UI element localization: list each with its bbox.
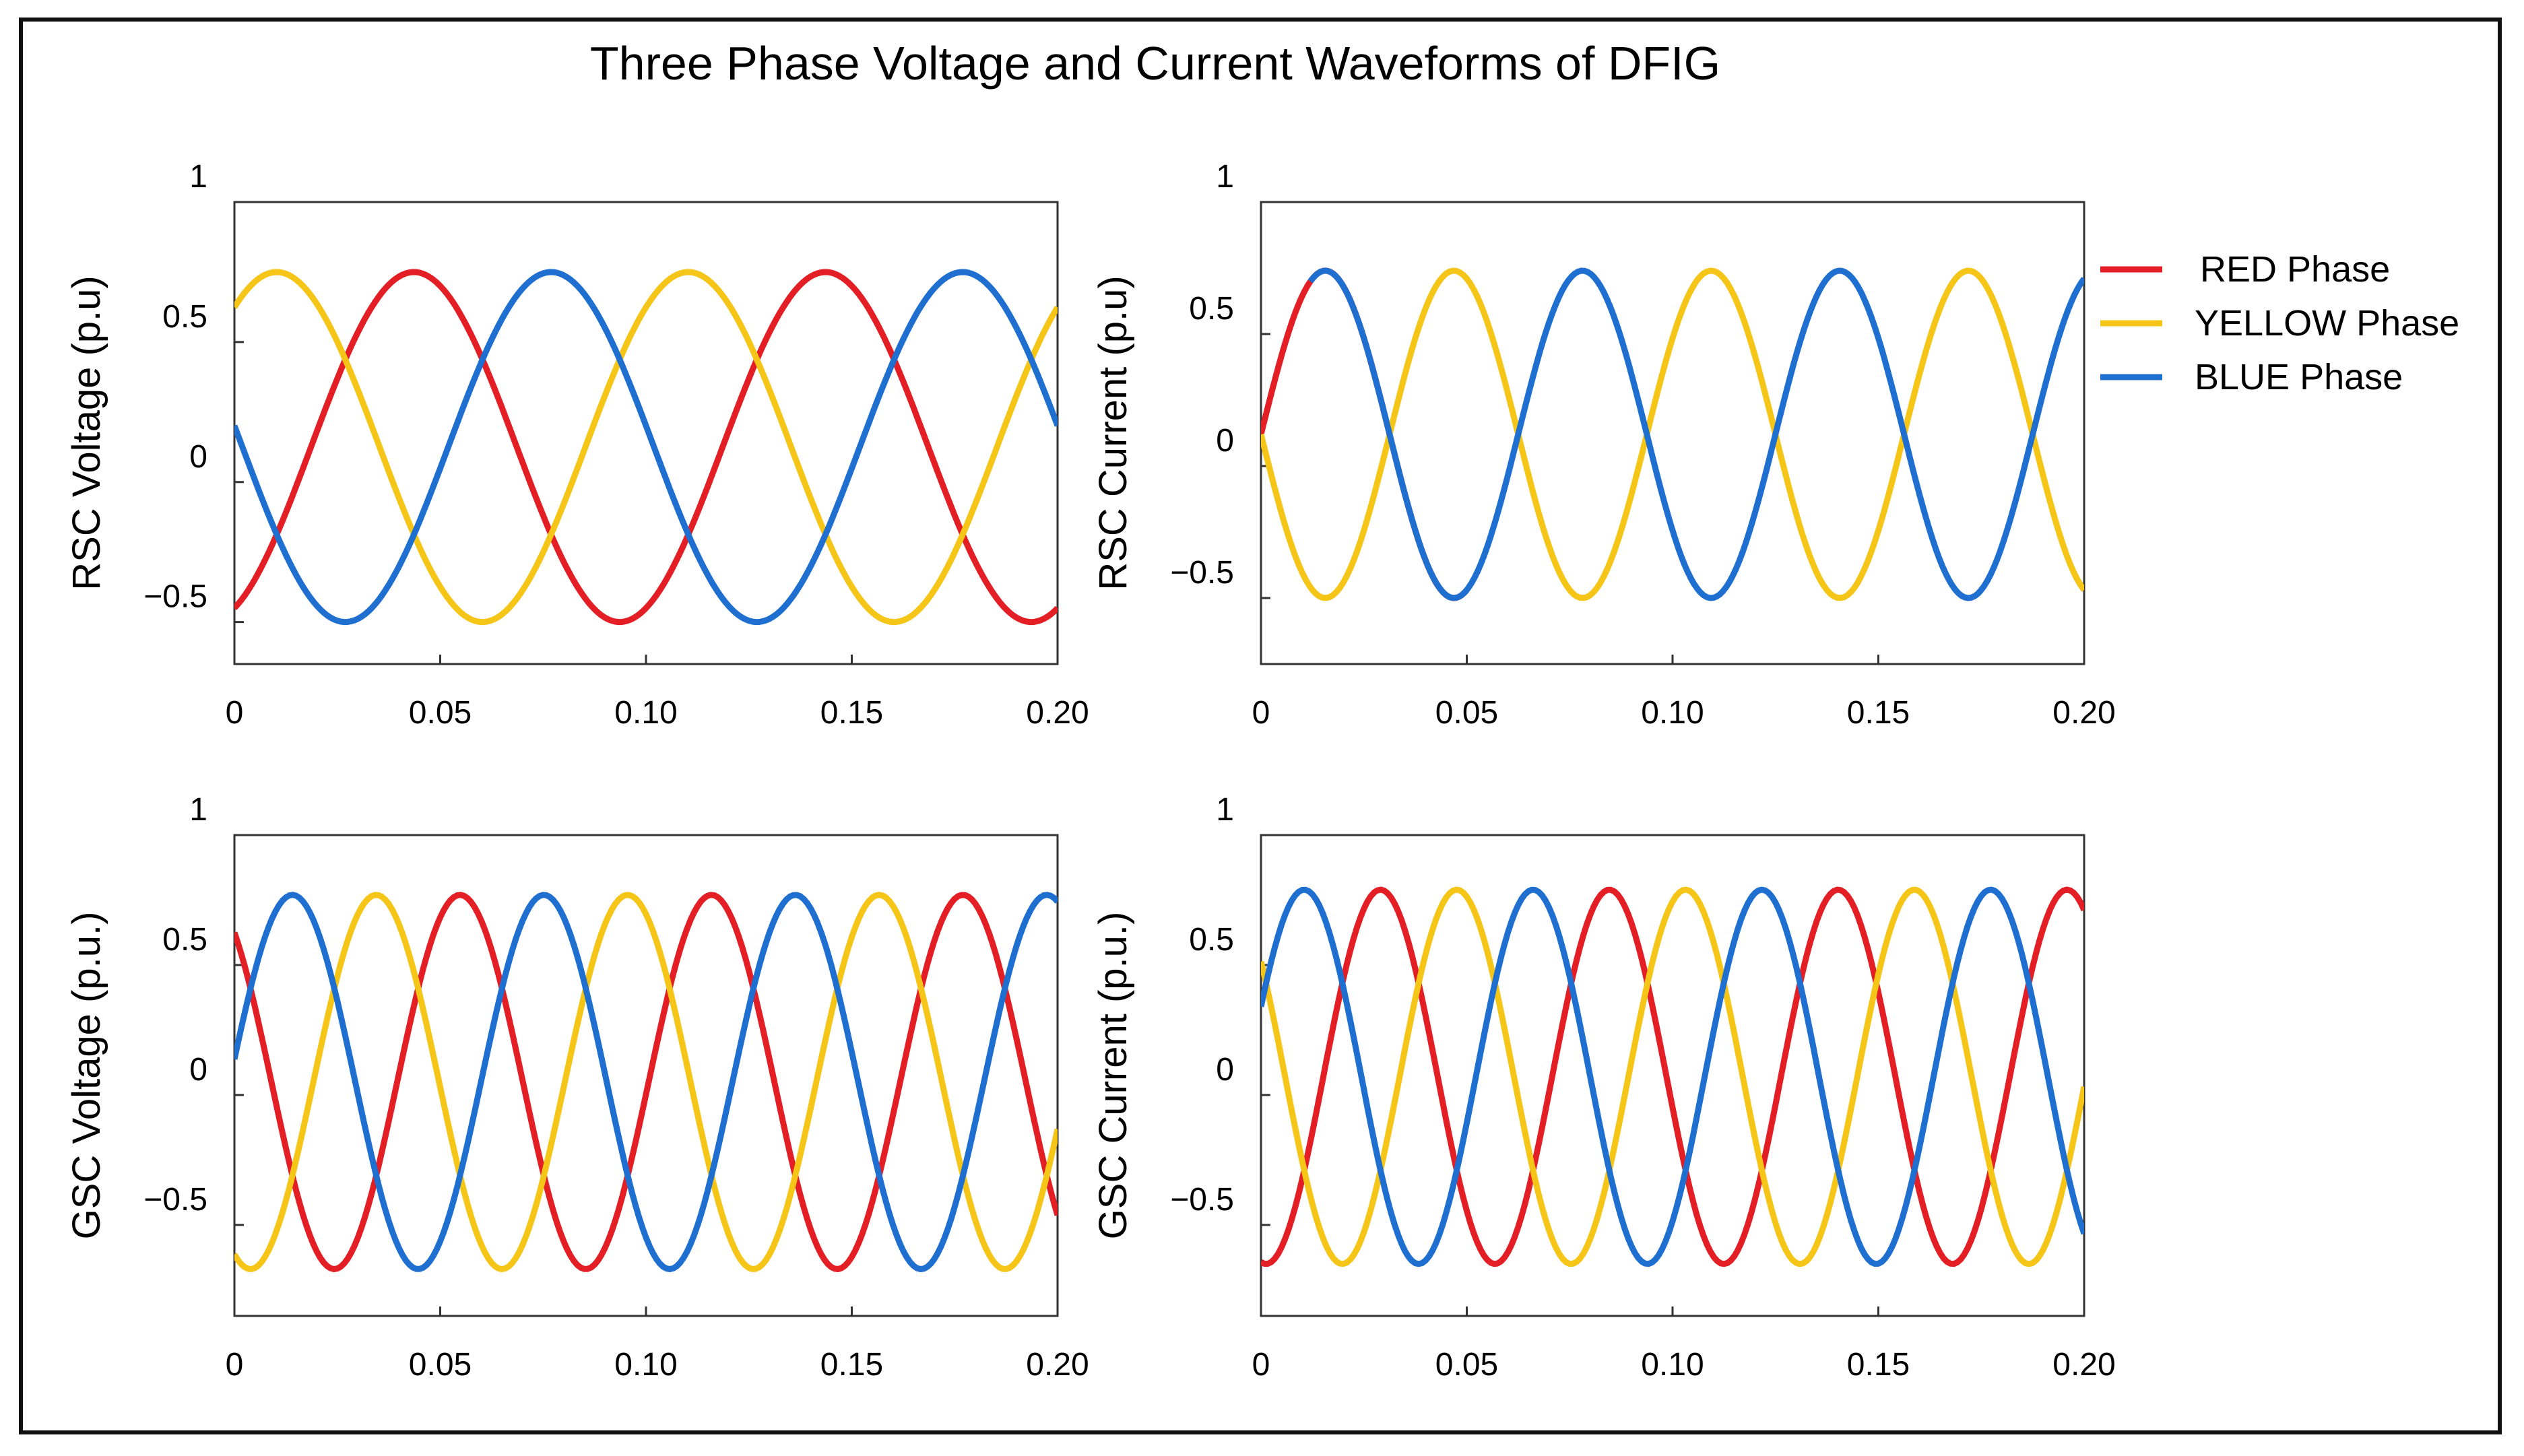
x-tick-label: 0.05 [1435,1347,1498,1383]
chart-panel-rsc-voltage: 0 0.05 0.10 0.15 0.20 −0.5 0 0.5 1 RSC Voltage (p… [65,159,1089,731]
x-tick-label: 0 [1252,695,1270,731]
legend-label-yellow: YELLOW Phase [2195,303,2459,343]
y-axis-label: GSC Current (p.u.) [1091,912,1135,1240]
y-tick-label: 1 [189,792,207,828]
chart-panel-rsc-current: 0 0.05 0.10 0.15 0.20 −0.5 0 0.5 1 RSC Current (p… [1091,159,2116,731]
y-tick-label: 0 [189,1052,207,1088]
x-tick-label: 0 [226,695,244,731]
series-line-blue [234,892,1058,1272]
series-line-yellow [1261,886,2084,1267]
x-tick-label: 0.15 [1847,695,1910,731]
x-tick-label: 0.05 [409,695,472,731]
x-tick-label: 0 [1252,1347,1270,1383]
y-axis-label: RSC Voltage (p.u) [65,275,108,590]
x-tick-label: 0.20 [1026,695,1089,731]
y-tick-label: 0.5 [162,299,207,335]
x-tick-label: 0.15 [820,695,883,731]
y-tick-label: −0.5 [143,579,207,615]
chart-panel-gsc-voltage: 0 0.05 0.10 0.15 0.20 −0.5 0 0.5 1 GSC Voltage (p… [65,792,1089,1383]
y-tick-label: 0.5 [162,922,207,958]
chart-panels: 0 0.05 0.10 0.15 0.20 −0.5 0 0.5 1 RSC Voltage (p… [65,159,2116,1383]
series-line-red [234,269,1058,626]
x-tick-label: 0.15 [1847,1347,1910,1383]
y-tick-label: −0.5 [143,1182,207,1218]
y-tick-label: 0 [189,439,207,475]
chart-panel-gsc-current: 0 0.05 0.10 0.15 0.20 −0.5 0 0.5 1 GSC Current (p… [1091,792,2116,1383]
figure-title: Three Phase Voltage and Current Waveform… [590,37,1720,90]
series-line-yellow [1261,267,2084,601]
x-tick-label: 0 [226,1347,244,1383]
y-axis-label: GSC Voltage (p.u.) [65,912,108,1240]
series-line-blue [1261,886,2084,1267]
x-tick-label: 0.10 [614,695,677,731]
series-line-blue [234,269,1058,626]
x-tick-label: 0.05 [409,1347,472,1383]
x-tick-label: 0.10 [1641,695,1704,731]
y-tick-label: 0.5 [1189,291,1234,327]
x-tick-label: 0.10 [614,1347,677,1383]
y-tick-label: 0.5 [1189,922,1234,958]
x-tick-label: 0.05 [1435,695,1498,731]
y-tick-label: 1 [1216,792,1234,828]
series-line-yellow [234,892,1058,1272]
y-tick-label: −0.5 [1170,1182,1234,1218]
y-tick-label: 0 [1216,423,1234,459]
legend: RED Phase YELLOW Phase BLUE Phase [2100,249,2459,397]
x-tick-label: 0.20 [1026,1347,1089,1383]
y-tick-label: 1 [1216,159,1234,195]
x-tick-label: 0.15 [820,1347,883,1383]
series-line-red [1261,886,2084,1267]
y-tick-label: 1 [189,159,207,195]
x-tick-label: 0.20 [2052,1347,2115,1383]
y-tick-label: −0.5 [1170,555,1234,591]
series-line-blue [1307,267,2084,601]
legend-label-blue: BLUE Phase [2195,357,2403,397]
x-tick-label: 0.10 [1641,1347,1704,1383]
x-tick-label: 0.20 [2052,695,2115,731]
series-line-yellow [234,269,1058,626]
legend-label-red: RED Phase [2200,249,2390,290]
y-tick-label: 0 [1216,1052,1234,1088]
y-axis-label: RSC Current (p.u) [1091,275,1135,590]
